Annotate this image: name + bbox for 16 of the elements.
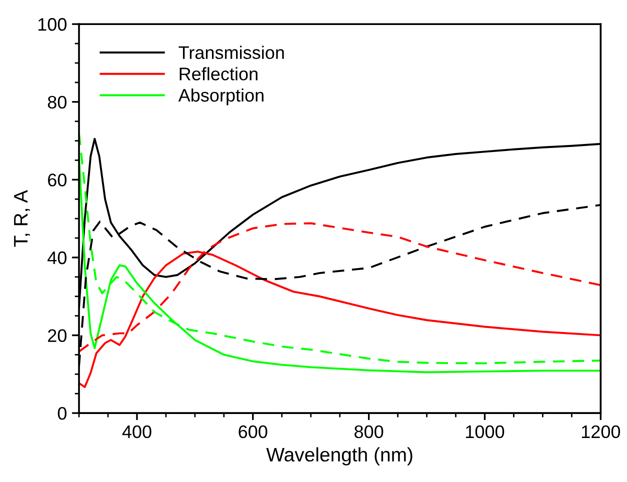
y-axis-title: T, R, A xyxy=(14,190,30,247)
y-tick-label: 20 xyxy=(48,329,66,342)
y-tick-label: 60 xyxy=(48,174,66,186)
y-tick-label: 40 xyxy=(48,251,66,264)
legend-label: Transmission xyxy=(178,46,284,60)
x-tick-label: 1200 xyxy=(582,425,620,438)
x-tick-label: 600 xyxy=(238,425,268,438)
x-tick-label: 800 xyxy=(354,425,384,438)
legend-label: Absorption xyxy=(178,88,264,106)
x-tick-label: 400 xyxy=(122,425,152,438)
y-tick-label: 80 xyxy=(48,96,66,109)
x-tick-label: 1000 xyxy=(466,425,504,438)
x-axis-title: Wavelength (nm) xyxy=(266,447,412,466)
y-tick-label: 100 xyxy=(38,18,66,31)
y-tick-label: 0 xyxy=(58,407,66,420)
legend-label: Reflection xyxy=(180,67,258,80)
